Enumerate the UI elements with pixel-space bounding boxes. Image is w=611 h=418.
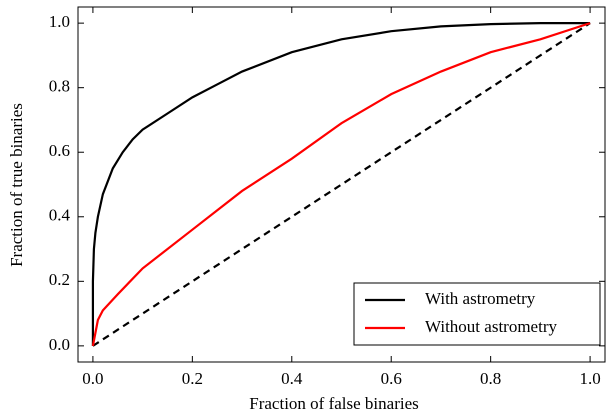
y-tick-label: 0.0	[49, 335, 70, 354]
y-tick-label: 0.4	[49, 206, 71, 225]
x-tick-label: 0.6	[381, 369, 402, 388]
line-series	[91, 22, 591, 346]
line-series	[92, 22, 591, 347]
legend-label: With astrometry	[425, 289, 536, 308]
plot-frame	[77, 6, 606, 363]
x-tick-label: 0.0	[82, 369, 103, 388]
y-tick-label: 1.0	[49, 12, 70, 31]
legend-label: Without astrometry	[425, 317, 557, 336]
line-series	[91, 22, 591, 347]
y-tick-label: 0.8	[49, 77, 70, 96]
x-tick-label: 0.8	[480, 369, 501, 388]
y-axis-label: Fraction of true binaries	[7, 103, 26, 267]
x-tick-label: 1.0	[579, 369, 600, 388]
y-tick-label: 0.6	[49, 141, 70, 160]
x-tick-label: 0.2	[182, 369, 203, 388]
x-tick-label: 0.4	[281, 369, 303, 388]
y-tick-label: 0.2	[49, 270, 70, 289]
legend-box	[353, 282, 601, 346]
x-axis-label: Fraction of false binaries	[249, 394, 418, 413]
